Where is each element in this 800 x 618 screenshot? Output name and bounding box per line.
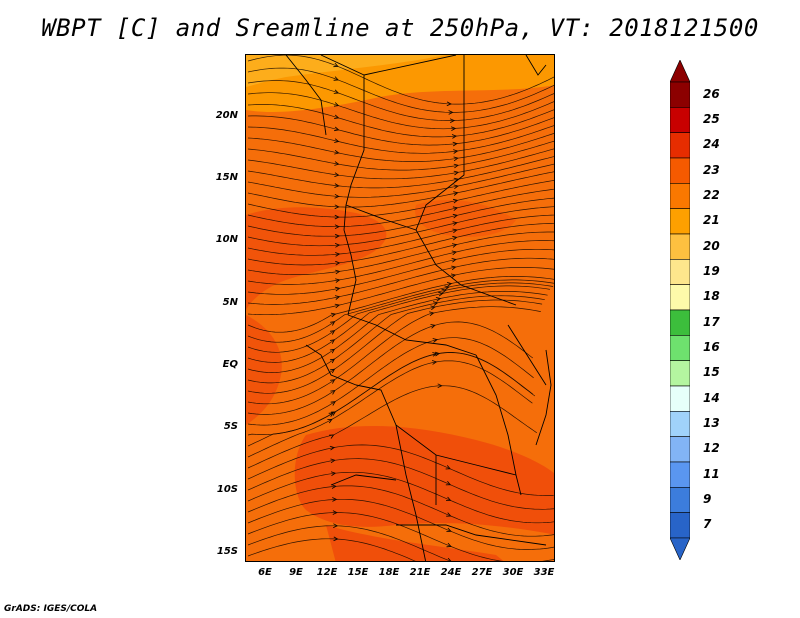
colorbar-segment bbox=[670, 309, 690, 336]
colorbar-label: 15 bbox=[703, 365, 720, 380]
colorbar-segment bbox=[670, 360, 690, 387]
lon-label: 33E bbox=[533, 567, 555, 578]
colorbar-segment bbox=[670, 512, 690, 539]
colorbar-label: 14 bbox=[703, 390, 720, 405]
colorbar-segment bbox=[670, 335, 690, 361]
colorbar-segment bbox=[670, 81, 690, 108]
lat-label: 10S bbox=[216, 484, 238, 495]
colorbar-segment bbox=[670, 487, 690, 513]
lon-label: 12E bbox=[316, 567, 338, 578]
lon-label: 27E bbox=[471, 567, 493, 578]
colorbar-segment bbox=[670, 233, 690, 260]
colorbar-label: 20 bbox=[703, 238, 720, 253]
colorbar-label: 24 bbox=[703, 137, 720, 152]
lon-label: 15E bbox=[347, 567, 369, 578]
colorbar-segment bbox=[670, 132, 690, 159]
lat-label: 15N bbox=[215, 172, 238, 183]
lat-label: 10N bbox=[215, 234, 238, 245]
colorbar-segment bbox=[670, 107, 690, 133]
lat-label: 20N bbox=[215, 110, 238, 121]
colorbar-segment bbox=[670, 385, 690, 412]
colorbar-segment bbox=[670, 183, 690, 209]
colorbar-label: 19 bbox=[703, 264, 720, 278]
colorbar-label: 13 bbox=[703, 416, 720, 430]
colorbar-segment bbox=[670, 461, 690, 488]
colorbar-label: 12 bbox=[703, 441, 720, 456]
country-borders bbox=[285, 55, 552, 561]
lon-label: 21E bbox=[409, 567, 431, 578]
colorbar-label: 7 bbox=[703, 517, 712, 532]
colorbar-top-arrow bbox=[670, 60, 690, 83]
colorbar-label: 25 bbox=[703, 112, 720, 126]
wbpt-streamline-map bbox=[246, 55, 554, 561]
lon-label: 30E bbox=[502, 567, 524, 578]
colorbar-label: 18 bbox=[703, 289, 720, 304]
colorbar-label: 26 bbox=[703, 86, 720, 101]
lon-label: 9E bbox=[289, 567, 303, 578]
colorbar-segment bbox=[670, 284, 690, 311]
colorbar-label: 16 bbox=[703, 340, 720, 354]
lat-label: 5N bbox=[222, 297, 238, 308]
lat-label: EQ bbox=[222, 359, 238, 370]
colorbar-segment bbox=[670, 208, 690, 235]
temperature-fill bbox=[246, 55, 554, 561]
lon-label: 18E bbox=[378, 567, 400, 578]
colorbar-label: 23 bbox=[703, 162, 720, 177]
lat-label: 5S bbox=[223, 421, 238, 432]
colorbar-segment bbox=[670, 411, 690, 437]
lat-label: 15S bbox=[216, 546, 238, 557]
map-panel bbox=[245, 54, 555, 562]
colorbar-label: 17 bbox=[703, 314, 720, 329]
colorbar-label: 21 bbox=[703, 213, 720, 228]
colorbar-label: 9 bbox=[703, 492, 712, 506]
streamlines bbox=[247, 55, 554, 561]
colorbar-bottom-arrow bbox=[670, 537, 690, 560]
grads-credit: GrADS: IGES/COLA bbox=[4, 604, 98, 614]
lon-label: 6E bbox=[258, 567, 272, 578]
colorbar-segment bbox=[670, 436, 690, 463]
map-title: WBPT [C] and Sreamline at 250hPa, VT: 20… bbox=[41, 14, 759, 42]
colorbar-segment bbox=[670, 157, 690, 184]
lon-label: 24E bbox=[440, 567, 462, 578]
colorbar-label: 11 bbox=[703, 466, 720, 481]
colorbar bbox=[670, 60, 690, 560]
colorbar-label: 22 bbox=[703, 188, 720, 202]
colorbar-segment bbox=[670, 259, 690, 285]
